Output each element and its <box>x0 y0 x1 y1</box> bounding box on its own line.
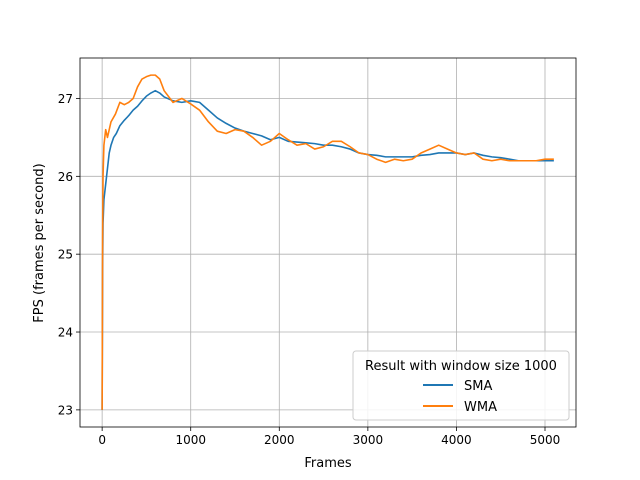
series-line-wma <box>101 74 554 410</box>
y-tick-label: 23 <box>58 403 73 417</box>
x-tick-label: 0 <box>98 433 106 447</box>
x-tick-label: 2000 <box>264 433 295 447</box>
x-axis-label: Frames <box>304 456 352 471</box>
y-axis-label: FPS (frames per second) <box>32 163 47 322</box>
y-tick-label: 25 <box>58 248 73 262</box>
grid <box>80 58 576 427</box>
legend-label-wma: WMA <box>464 400 497 415</box>
series-layer <box>101 74 554 410</box>
x-tick-label: 5000 <box>530 433 561 447</box>
legend: Result with window size 1000 SMA WMA <box>352 350 570 421</box>
legend-label-sma: SMA <box>464 379 492 394</box>
plot-frame <box>79 57 577 428</box>
y-tick-label: 27 <box>58 92 73 106</box>
x-tick-label: 1000 <box>175 433 206 447</box>
axis-ticks: 0 1000 2000 3000 4000 5000 23 24 25 26 27 <box>58 92 561 447</box>
x-tick-label: 3000 <box>353 433 384 447</box>
y-tick-label: 26 <box>58 170 73 184</box>
legend-title: Result with window size 1000 <box>365 359 557 374</box>
y-tick-label: 24 <box>58 326 73 340</box>
legend-box <box>352 350 570 421</box>
x-tick-label: 4000 <box>441 433 472 447</box>
